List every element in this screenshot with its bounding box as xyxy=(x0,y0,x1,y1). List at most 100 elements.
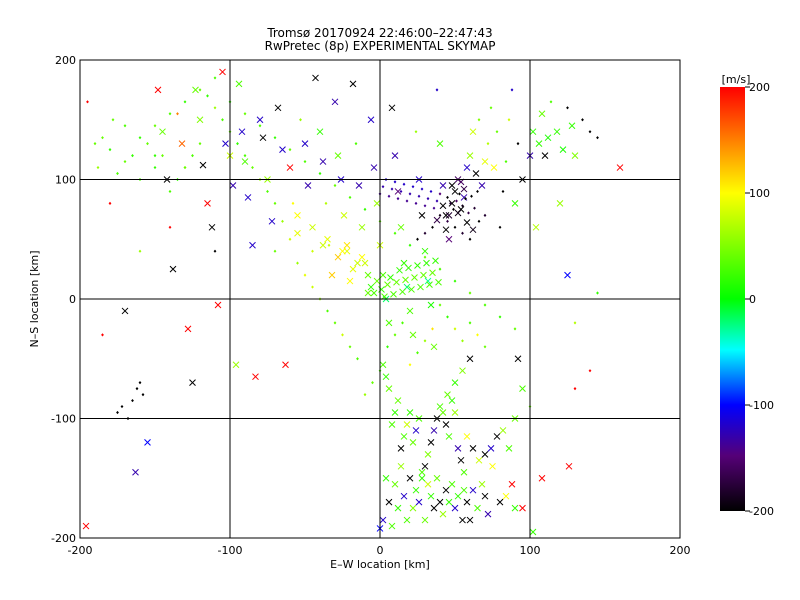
scatter-point xyxy=(461,231,464,235)
scatter-point xyxy=(423,231,427,235)
scatter-point xyxy=(466,355,474,363)
scatter-point xyxy=(446,195,449,200)
y-tick-label: 200 xyxy=(55,54,76,67)
scatter-point xyxy=(409,439,417,446)
scatter-point xyxy=(183,165,187,170)
scatter-point xyxy=(427,301,435,309)
scatter-point xyxy=(241,158,249,165)
scatter-point xyxy=(486,142,490,146)
chart-title: Tromsø 20170924 22:46:00–22:47:43 xyxy=(266,26,492,40)
scatter-point xyxy=(442,226,450,234)
scatter-point xyxy=(259,134,267,142)
scatter-point xyxy=(436,140,444,148)
scatter-point xyxy=(511,504,519,512)
scatter-point xyxy=(483,345,487,349)
scatter-point xyxy=(367,283,375,291)
scatter-point xyxy=(346,277,354,285)
x-tick-label: -100 xyxy=(218,544,243,557)
scatter-point xyxy=(318,171,322,176)
scatter-point xyxy=(458,192,461,196)
scatter-point xyxy=(363,393,367,397)
scatter-point xyxy=(251,165,254,170)
scatter-point xyxy=(312,74,319,82)
scatter-point xyxy=(316,128,324,136)
scatter-point xyxy=(487,445,495,452)
scatter-point xyxy=(111,118,115,122)
scatter-point xyxy=(448,397,456,404)
scatter-point xyxy=(213,249,217,253)
scatter-point xyxy=(505,445,513,452)
scatter-point xyxy=(222,140,229,148)
scatter-point xyxy=(438,213,442,217)
scatter-point xyxy=(519,385,526,392)
scatter-point xyxy=(481,158,489,165)
scatter-point xyxy=(417,283,424,291)
scatter-point xyxy=(340,211,348,219)
scatter-point xyxy=(559,146,567,153)
scatter-point xyxy=(438,192,442,196)
scatter-point xyxy=(553,128,561,136)
scatter-point xyxy=(461,339,464,343)
scatter-point xyxy=(473,206,476,210)
scatter-point xyxy=(367,116,375,124)
scatter-point xyxy=(532,223,540,231)
scatter-point xyxy=(358,223,366,231)
scatter-point xyxy=(301,140,309,148)
scatter-point xyxy=(379,361,387,369)
scatter-point xyxy=(141,393,145,397)
scatter-point xyxy=(232,361,240,369)
scatter-point xyxy=(176,112,179,116)
scatter-point xyxy=(438,303,442,307)
scatter-point xyxy=(153,124,157,128)
scatter-point xyxy=(391,480,399,488)
scatter-point xyxy=(191,154,194,158)
scatter-point xyxy=(331,98,339,106)
scatter-point xyxy=(206,94,209,98)
scatter-point xyxy=(478,480,486,488)
scatter-point xyxy=(82,522,90,530)
scatter-point xyxy=(408,192,412,196)
scatter-point xyxy=(386,345,389,349)
scatter-point xyxy=(433,474,441,482)
scatter-point xyxy=(573,321,577,325)
scatter-point xyxy=(401,321,404,325)
scatter-point xyxy=(454,209,462,217)
scatter-point xyxy=(388,104,396,112)
scatter-point xyxy=(507,118,511,122)
scatter-point xyxy=(418,474,426,482)
scatter-point xyxy=(423,204,427,208)
scatter-point xyxy=(571,152,579,159)
scatter-point xyxy=(432,206,436,210)
scatter-point xyxy=(435,278,442,286)
scatter-point xyxy=(370,289,378,297)
scatter-point xyxy=(427,492,435,500)
scatter-point xyxy=(355,182,363,189)
scatter-point xyxy=(324,235,331,243)
x-axis-label: E–W location [km] xyxy=(330,558,430,571)
scatter-point xyxy=(478,182,486,189)
scatter-point xyxy=(219,68,226,76)
scatter-point xyxy=(382,373,390,381)
scatter-point xyxy=(328,271,336,279)
scatter-point xyxy=(400,433,408,440)
scatter-point xyxy=(435,199,439,203)
scatter-point xyxy=(381,185,385,189)
scatter-point xyxy=(453,327,457,331)
scatter-point xyxy=(236,142,239,146)
scatter-point xyxy=(439,202,447,210)
scatter-point xyxy=(309,223,316,231)
scatter-point xyxy=(281,219,284,223)
scatter-point xyxy=(421,462,429,470)
scatter-point xyxy=(439,409,447,416)
scatter-point xyxy=(399,288,406,296)
scatter-point xyxy=(406,474,414,482)
scatter-point xyxy=(169,265,177,273)
scatter-point xyxy=(121,307,129,315)
scatter-point xyxy=(475,456,483,464)
scatter-point xyxy=(529,128,537,136)
scatter-point xyxy=(402,276,409,284)
scatter-point xyxy=(252,373,259,381)
scatter-point xyxy=(511,200,519,207)
scatter-point xyxy=(373,277,381,285)
scatter-point xyxy=(221,118,224,122)
